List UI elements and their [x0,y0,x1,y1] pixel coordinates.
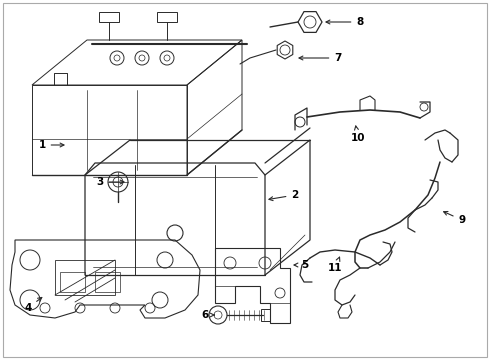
Text: 1: 1 [38,140,64,150]
Bar [60,272,85,292]
Text: 8: 8 [326,17,364,27]
Text: 9: 9 [443,212,465,225]
Text: 4: 4 [24,297,42,313]
Text: 10: 10 [351,126,365,143]
Bar [55,260,115,295]
Text: 3: 3 [97,177,124,187]
Text: 2: 2 [269,190,298,201]
Bar [95,272,120,292]
Text: 6: 6 [201,310,215,320]
Text: 5: 5 [294,260,309,270]
Text: 11: 11 [328,257,342,273]
Text: 7: 7 [299,53,342,63]
